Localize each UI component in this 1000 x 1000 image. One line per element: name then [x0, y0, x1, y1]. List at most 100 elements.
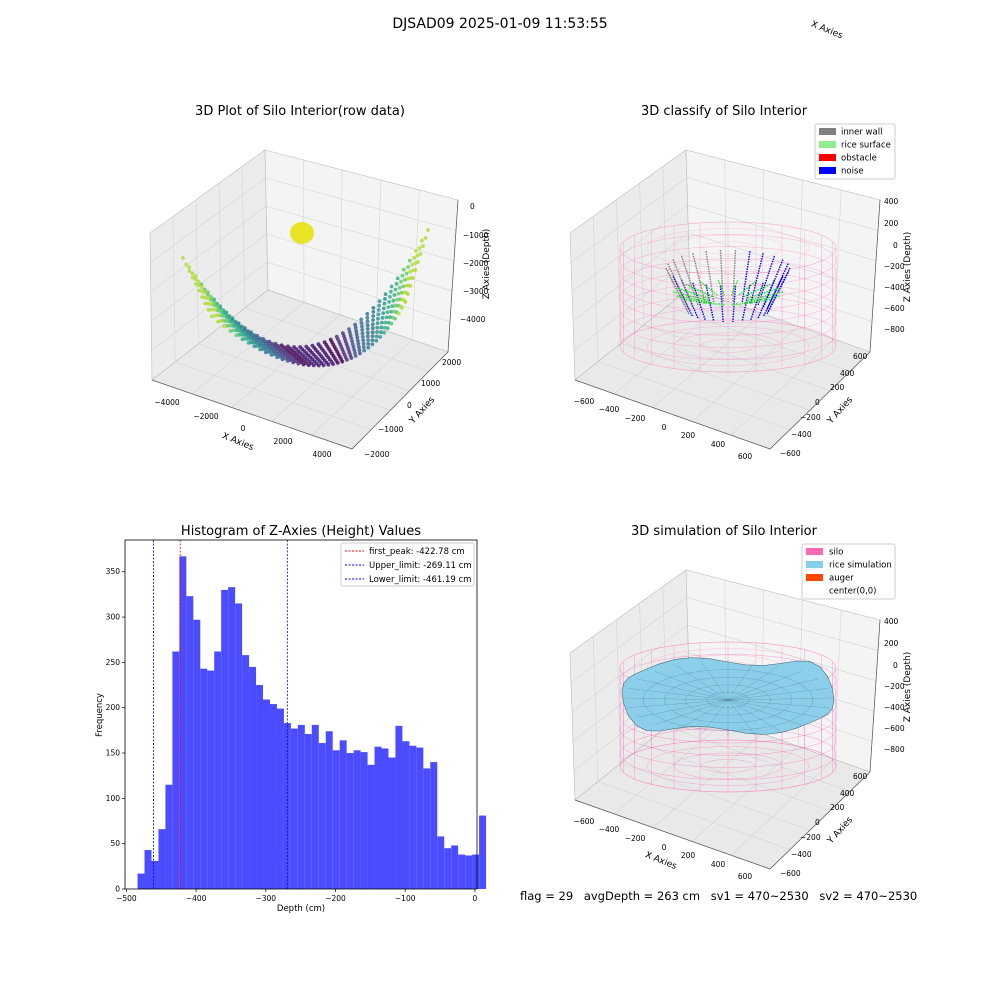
raw-xtick: 0: [241, 424, 246, 433]
histogram-bar: [346, 753, 354, 889]
histogram-xlabel: Depth (cm): [277, 904, 325, 914]
ztick: −200: [884, 262, 905, 271]
histogram-bar: [214, 651, 222, 889]
legend-swatch: [806, 548, 823, 555]
ztick: 400: [884, 617, 899, 626]
ztick: −400: [884, 703, 905, 712]
rice-simulation-surface: [621, 657, 835, 736]
xtick: −400: [599, 825, 620, 834]
legend-label: silo: [829, 548, 843, 558]
legend-label: inner wall: [841, 128, 882, 138]
histogram-bar: [451, 845, 459, 889]
histogram-bar: [402, 741, 410, 889]
raw-zlabel: Z Axies (Depth): [482, 229, 492, 300]
ytick-label: 50: [110, 839, 120, 848]
ytick: −600: [780, 449, 801, 458]
histogram-bar: [311, 724, 319, 889]
histogram-bar: [465, 855, 473, 889]
histogram-bar: [144, 850, 152, 889]
histogram-bar: [200, 668, 208, 889]
simulation-legend: silo rice simulation auger center(0,0): [801, 543, 896, 600]
raw-ztick: −1000: [463, 231, 489, 240]
classify-zlabel: Z Axies (Depth): [903, 232, 913, 303]
legend-label: obstacle: [841, 154, 877, 164]
raw-3d-axes-box: [149, 149, 459, 450]
xtick: 200: [681, 431, 696, 440]
xtick: 0: [662, 423, 667, 432]
xtick: 600: [738, 452, 753, 461]
histogram-bar: [458, 854, 466, 889]
raw-point-curves: [181, 228, 430, 368]
histogram-bar: [416, 747, 424, 889]
histogram-bar: [242, 655, 250, 889]
histogram-bar: [207, 670, 215, 889]
histogram-bar: [269, 704, 277, 889]
ytick: −200: [800, 413, 821, 422]
legend-swatch: [806, 561, 823, 568]
histogram-reference-lines: [153, 540, 288, 889]
histogram-bar: [381, 748, 389, 889]
ztick: 0: [893, 661, 898, 670]
ztick: 0: [893, 241, 898, 250]
sv1-value: sv1 = 470~2530: [710, 889, 809, 903]
classify-3d-plot: −600 −400 −200 0 200 400 600 −600 −400 −200 0 200 40…: [569, 20, 913, 461]
simulation-xlabel: X Axies: [643, 850, 678, 872]
ytick: −600: [780, 869, 801, 878]
xtick: 400: [711, 440, 726, 449]
histogram-bar: [304, 733, 312, 889]
raw-ytick: 1000: [421, 379, 440, 388]
ytick-label: 350: [106, 567, 121, 576]
histogram-title: Histogram of Z-Axies (Height) Values: [180, 524, 422, 539]
figure-title: DJSAD09 2025-01-09 11:53:55: [392, 16, 608, 32]
histogram-bar: [367, 764, 375, 889]
ztick: −800: [884, 745, 905, 754]
xtick: −200: [625, 414, 646, 423]
histogram-bar: [151, 860, 159, 889]
legend-label: center(0,0): [829, 587, 877, 597]
histogram-bar: [444, 848, 452, 889]
xtick-label: −200: [325, 894, 346, 903]
ztick: −800: [884, 325, 905, 334]
avg-depth-value: avgDepth = 263 cm: [583, 889, 701, 903]
histogram-bar: [388, 757, 396, 889]
ytick: −200: [800, 833, 821, 842]
classify-xlabel: X Axies: [809, 20, 844, 42]
histogram-bar: [290, 728, 298, 889]
classify-plot-title: 3D classify of Silo Interior: [640, 104, 808, 119]
histogram-bar: [228, 587, 236, 889]
ytick: 200: [830, 383, 845, 392]
histogram-bar: [472, 854, 480, 889]
raw-ytick: −1000: [378, 425, 404, 434]
legend-label: rice simulation: [829, 561, 892, 571]
histogram-bar: [263, 699, 270, 889]
histogram-bar: [437, 836, 445, 889]
legend-swatch: [819, 141, 836, 148]
raw-ztick: 0: [470, 202, 475, 211]
histogram-bar: [360, 752, 368, 889]
histogram-bar: [179, 556, 187, 889]
histogram-xticks: −500 −400 −300 −200 −100 0: [116, 889, 478, 903]
ytick: −400: [791, 430, 812, 439]
xtick: −600: [574, 817, 595, 826]
ytick: 400: [840, 369, 855, 378]
xtick: −600: [574, 397, 595, 406]
histogram-bar: [353, 750, 361, 889]
ztick: −600: [884, 724, 905, 733]
legend-swatch: [819, 128, 836, 135]
raw-ztick: −3000: [463, 287, 489, 296]
xtick-label: −100: [395, 894, 416, 903]
ytick: 200: [830, 803, 845, 812]
ztick: 400: [884, 197, 899, 206]
ztick: 200: [884, 219, 899, 228]
simulation-zlabel: Z Axies (Depth): [903, 652, 913, 723]
histogram-bar: [479, 815, 487, 889]
classify-legend: inner wall rice surface obstacle noise: [814, 123, 896, 180]
ytick: 0: [815, 398, 820, 407]
raw-ylabel: Y Axies: [407, 395, 437, 427]
ztick: −200: [884, 682, 905, 691]
histogram-legend: first_peak: -422.78 cm Upper_limit: -269…: [340, 542, 475, 587]
histogram-yticks: 0 50 100 150 200 250 300 350: [106, 567, 125, 894]
ytick-label: 100: [106, 794, 121, 803]
raw-ytick: 0: [407, 401, 412, 410]
raw-xtick: −2000: [193, 412, 219, 421]
